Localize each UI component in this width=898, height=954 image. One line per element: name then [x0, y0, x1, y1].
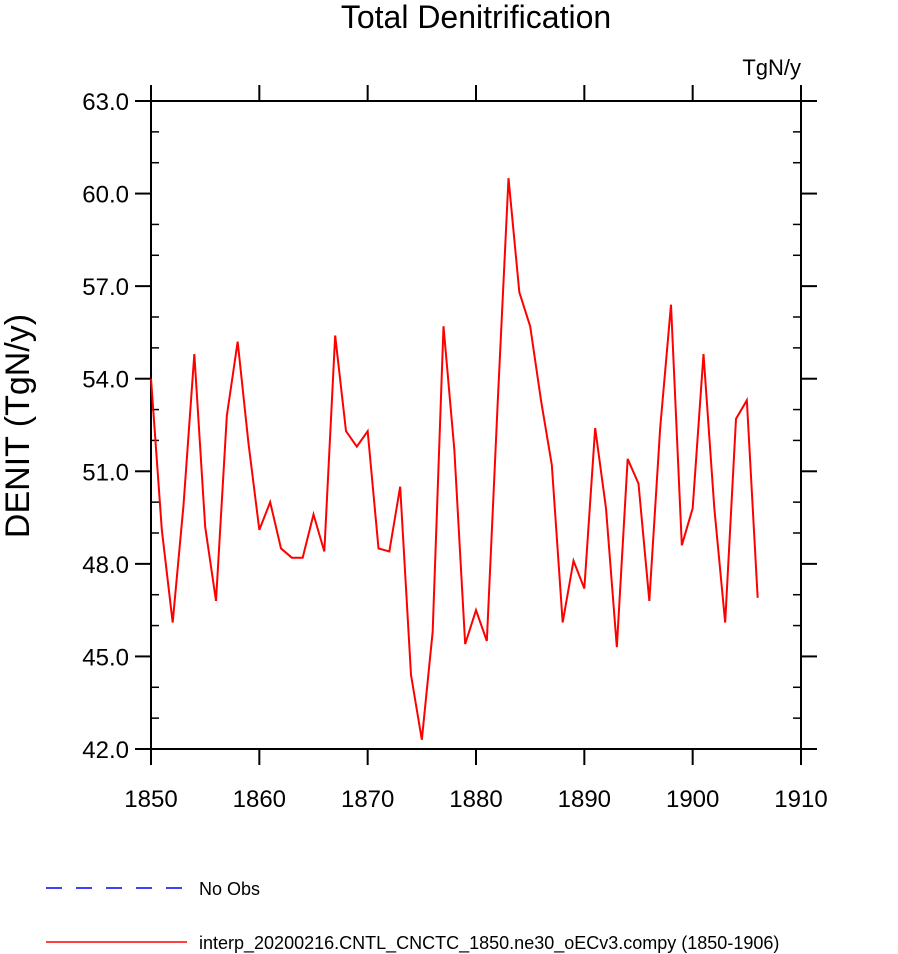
data-point — [150, 378, 152, 380]
y-tick-label: 63.0 — [82, 89, 129, 116]
data-point — [367, 430, 369, 432]
data-point — [161, 529, 163, 531]
x-tick-label: 1870 — [341, 786, 394, 813]
data-point — [648, 600, 650, 602]
x-tick-label: 1910 — [774, 786, 827, 813]
series-line-1 — [150, 178, 759, 740]
y-axis-label: DENIT (TgN/y) — [0, 314, 37, 538]
y-tick-label: 51.0 — [82, 459, 129, 486]
data-point — [692, 507, 694, 509]
data-point — [410, 674, 412, 676]
y-tick-label: 42.0 — [82, 737, 129, 764]
data-point — [464, 643, 466, 645]
data-point — [627, 458, 629, 460]
data-point — [681, 544, 683, 546]
data-point — [713, 507, 715, 509]
plot-area — [150, 177, 759, 741]
legend: No Obs interp_20200216.CNTL_CNCTC_1850.n… — [46, 879, 779, 954]
data-point — [399, 486, 401, 488]
data-point — [421, 739, 423, 741]
data-point — [453, 449, 455, 451]
data-point — [204, 526, 206, 528]
data-point — [475, 609, 477, 611]
data-point — [562, 621, 564, 623]
data-point — [248, 443, 250, 445]
data-point — [518, 291, 520, 293]
y-tick-label: 60.0 — [82, 182, 129, 209]
data-point — [757, 597, 759, 599]
data-point — [746, 399, 748, 401]
data-point — [237, 341, 239, 343]
data-point — [540, 399, 542, 401]
data-point — [215, 600, 217, 602]
data-point — [183, 504, 185, 506]
x-tick-label: 1880 — [449, 786, 502, 813]
x-tick-label: 1900 — [666, 786, 719, 813]
data-point — [724, 621, 726, 623]
data-point — [258, 529, 260, 531]
data-point — [529, 325, 531, 327]
data-point — [486, 640, 488, 642]
x-tick-label: 1860 — [233, 786, 286, 813]
data-point — [605, 507, 607, 509]
data-point — [594, 427, 596, 429]
data-point — [703, 353, 705, 355]
legend-label-no-obs: No Obs — [199, 879, 260, 899]
x-tick-label: 1890 — [558, 786, 611, 813]
chart-title: Total Denitrification — [341, 0, 611, 35]
data-point — [497, 402, 499, 404]
data-point — [583, 588, 585, 590]
data-point — [226, 415, 228, 417]
y-axis: 42.0 45.0 48.0 51.0 54.0 57.0 60.0 63.0 — [82, 89, 817, 764]
data-point — [551, 464, 553, 466]
legend-label-model: interp_20200216.CNTL_CNCTC_1850.ne30_oEC… — [199, 933, 779, 954]
data-point — [638, 483, 640, 485]
x-tick-label: 1850 — [124, 786, 177, 813]
data-point — [345, 430, 347, 432]
y-tick-label: 57.0 — [82, 274, 129, 301]
data-point — [356, 446, 358, 448]
data-point — [378, 547, 380, 549]
data-point — [193, 353, 195, 355]
data-point — [269, 501, 271, 503]
plot-frame — [150, 100, 802, 750]
data-point — [172, 621, 174, 623]
data-point — [323, 551, 325, 553]
data-point — [670, 304, 672, 306]
data-point — [302, 557, 304, 559]
data-point — [280, 547, 282, 549]
data-point — [508, 177, 510, 179]
data-point — [659, 427, 661, 429]
data-point — [388, 551, 390, 553]
units-label: TgN/y — [742, 55, 801, 80]
data-point — [432, 631, 434, 633]
y-tick-label: 54.0 — [82, 367, 129, 394]
data-point — [313, 513, 315, 515]
data-point — [334, 335, 336, 337]
x-axis: 1850 1860 1870 1880 1890 1900 1910 — [124, 85, 828, 813]
y-tick-label: 48.0 — [82, 552, 129, 579]
y-tick-label: 45.0 — [82, 644, 129, 671]
data-point — [616, 646, 618, 648]
data-point — [735, 418, 737, 420]
data-point — [573, 560, 575, 562]
data-point — [291, 557, 293, 559]
data-point — [443, 325, 445, 327]
